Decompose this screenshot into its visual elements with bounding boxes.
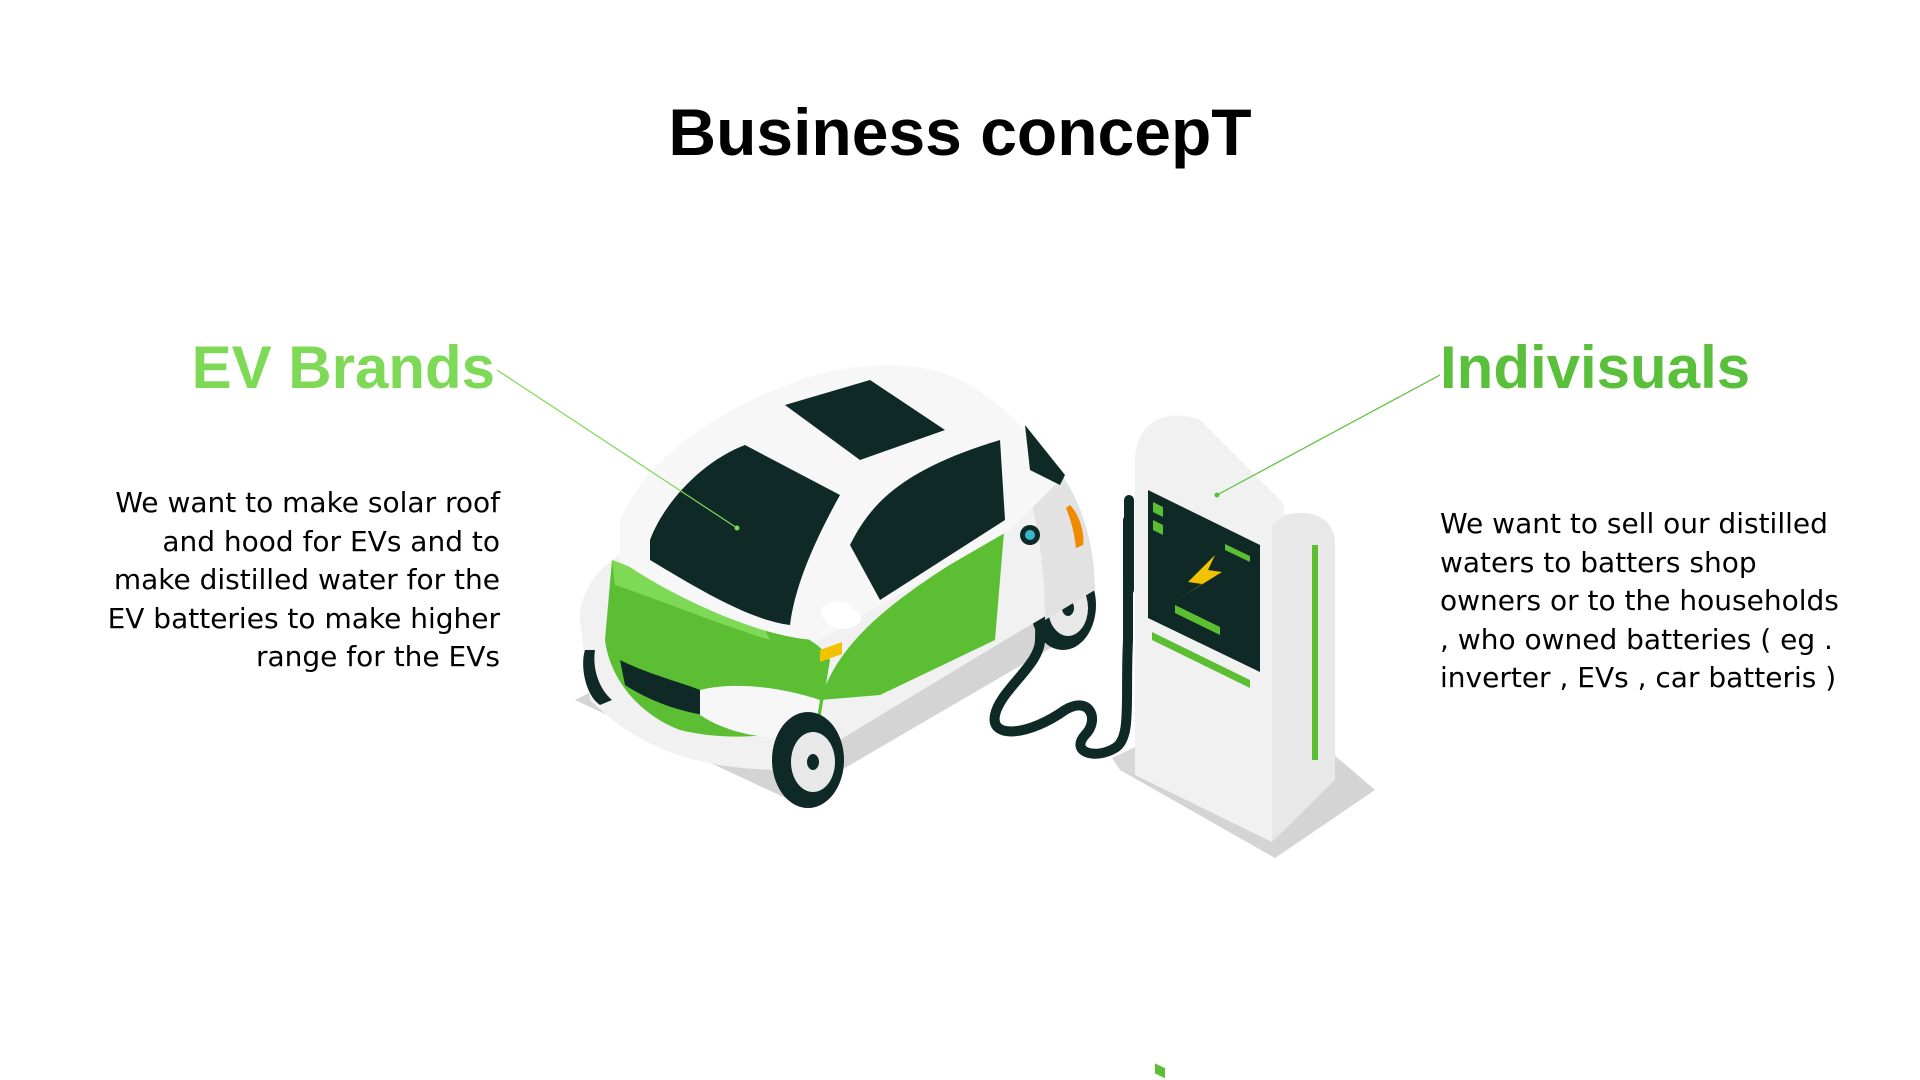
charging-station-icon [1112,415,1340,1079]
lightning-bolt-icon [1180,555,1222,598]
left-heading: EV Brands [191,334,495,401]
left-description: We want to make solar roof and hood for … [107,486,500,673]
right-description: We want to sell our distilled waters to … [1440,507,1839,694]
right-leader-line [1216,374,1441,496]
slide-title: Business concepT [668,95,1252,169]
right-heading: Indivisuals [1440,334,1751,401]
car-side-window [850,440,1005,600]
car-sunroof [785,380,945,460]
charging-cable [989,515,1133,759]
car-windshield [650,445,840,625]
left-leader-line [496,369,738,529]
electric-car-icon [580,365,1096,808]
